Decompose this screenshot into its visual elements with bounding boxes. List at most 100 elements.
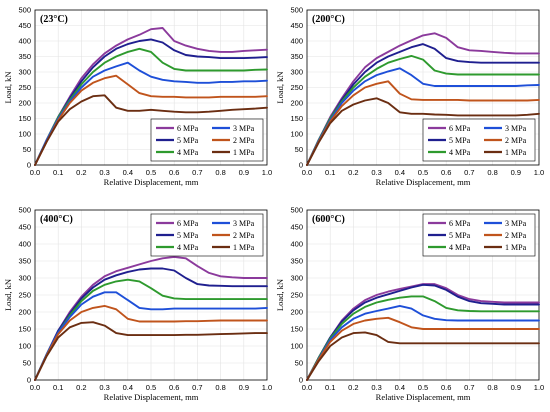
legend-label: 4 MPa [177, 148, 199, 157]
y-tick-label: 450 [18, 223, 31, 232]
series-line-5-mpa [306, 43, 540, 166]
x-tick-label: 0.2 [76, 383, 86, 392]
x-tick-label: 0.0 [30, 383, 40, 392]
x-tick-label: 0.0 [302, 383, 312, 392]
legend-label: 1 MPa [505, 243, 527, 252]
y-tick-label: 450 [290, 223, 303, 232]
panel-label: (600°C) [312, 214, 345, 225]
y-tick-label: 50 [295, 359, 303, 368]
y-tick-label: 0 [27, 376, 31, 385]
x-tick-label: 0.3 [371, 383, 381, 392]
legend-label: 1 MPa [233, 148, 255, 157]
x-tick-label: 0.5 [418, 383, 428, 392]
legend-label: 2 MPa [505, 231, 527, 240]
legend: 6 MPa 5 MPa 4 MPa 3 MPa 2 MPa 1 MPa [150, 213, 264, 257]
plot-frame [34, 209, 268, 381]
legend: 6 MPa 5 MPa 4 MPa 3 MPa 2 MPa 1 MPa [150, 118, 264, 162]
legend: 6 MPa 5 MPa 4 MPa 3 MPa 2 MPa 1 MPa [422, 118, 536, 162]
x-tick-label: 0.7 [464, 168, 474, 177]
series-line-2-mpa [34, 74, 268, 166]
y-tick-label: 300 [18, 68, 31, 77]
x-axis-title: Relative Displacement, mm [376, 177, 471, 187]
x-tick-label: 1.0 [262, 168, 272, 177]
legend-label: 3 MPa [233, 219, 255, 228]
y-tick-label: 250 [290, 83, 303, 92]
y-tick-label: 450 [18, 21, 31, 30]
legend-label: 3 MPa [505, 219, 527, 228]
y-tick-label: 150 [290, 325, 303, 334]
x-tick-label: 0.2 [348, 383, 358, 392]
y-tick-label: 50 [23, 359, 31, 368]
y-tick-label: 250 [18, 291, 31, 300]
x-tick-label: 0.4 [123, 168, 133, 177]
y-axis-title: Load, kN [3, 279, 13, 311]
x-tick-label: 0.3 [99, 383, 109, 392]
x-axis-title: Relative Displacement, mm [104, 177, 199, 187]
series-line-2-mpa [306, 316, 540, 381]
x-tick-label: 0.3 [99, 168, 109, 177]
legend-label: 6 MPa [449, 219, 471, 228]
y-tick-label: 100 [18, 342, 31, 351]
x-tick-label: 0.6 [169, 383, 179, 392]
x-tick-label: 0.1 [53, 383, 63, 392]
panel-label: (400°C) [40, 214, 73, 225]
series-line-4-mpa [34, 278, 268, 381]
series-line-5-mpa [34, 267, 268, 381]
y-tick-label: 200 [18, 308, 31, 317]
y-tick-label: 450 [290, 21, 303, 30]
series-line-3-mpa [306, 304, 540, 381]
series-line-2-mpa [306, 80, 540, 166]
x-tick-label: 0.1 [325, 383, 335, 392]
plot-frame [34, 9, 268, 166]
x-tick-label: 0.0 [30, 168, 40, 177]
y-tick-label: 400 [18, 37, 31, 46]
series-line-5-mpa [306, 283, 540, 381]
x-tick-label: 0.5 [146, 383, 156, 392]
x-tick-label: 0.4 [395, 168, 405, 177]
y-tick-label: 0 [27, 161, 31, 170]
legend-label: 1 MPa [505, 148, 527, 157]
y-tick-label: 250 [18, 83, 31, 92]
chart-panel-2: 0 50 100 150 200 250 300 350 400 450 500 0.0 0.1 0.2 0… [3, 206, 272, 402]
y-tick-label: 100 [290, 342, 303, 351]
y-tick-label: 350 [18, 257, 31, 266]
legend-label: 2 MPa [233, 136, 255, 145]
legend-label: 2 MPa [505, 136, 527, 145]
x-tick-label: 0.7 [192, 383, 202, 392]
x-tick-label: 0.5 [146, 168, 156, 177]
y-tick-label: 50 [295, 145, 303, 154]
series-line-6-mpa [34, 255, 268, 381]
legend-label: 5 MPa [449, 136, 471, 145]
series-line-4-mpa [306, 54, 540, 166]
legend-label: 6 MPa [177, 124, 199, 133]
series-line-2-mpa [34, 304, 268, 381]
panel-label: (23°C) [40, 14, 68, 25]
legend-label: 4 MPa [177, 243, 199, 252]
x-tick-label: 0.9 [239, 168, 249, 177]
x-tick-label: 0.2 [348, 168, 358, 177]
plot-frame [306, 9, 540, 166]
y-tick-label: 100 [290, 130, 303, 139]
series-line-3-mpa [306, 67, 540, 166]
y-tick-label: 500 [18, 6, 31, 15]
y-tick-label: 400 [290, 240, 303, 249]
y-tick-label: 400 [290, 37, 303, 46]
legend-label: 5 MPa [177, 136, 199, 145]
y-tick-label: 350 [290, 52, 303, 61]
x-tick-label: 0.9 [239, 383, 249, 392]
legend-label: 4 MPa [449, 243, 471, 252]
x-tick-label: 0.8 [215, 383, 225, 392]
y-tick-label: 0 [299, 161, 303, 170]
legend-label: 3 MPa [505, 124, 527, 133]
y-tick-label: 150 [18, 114, 31, 123]
x-tick-label: 0.8 [487, 383, 497, 392]
y-tick-label: 350 [290, 257, 303, 266]
series-line-1-mpa [34, 321, 268, 381]
y-tick-label: 250 [290, 291, 303, 300]
y-tick-label: 500 [18, 206, 31, 215]
legend-label: 2 MPa [233, 231, 255, 240]
legend-label: 4 MPa [449, 148, 471, 157]
legend-label: 3 MPa [233, 124, 255, 133]
y-tick-label: 300 [18, 274, 31, 283]
